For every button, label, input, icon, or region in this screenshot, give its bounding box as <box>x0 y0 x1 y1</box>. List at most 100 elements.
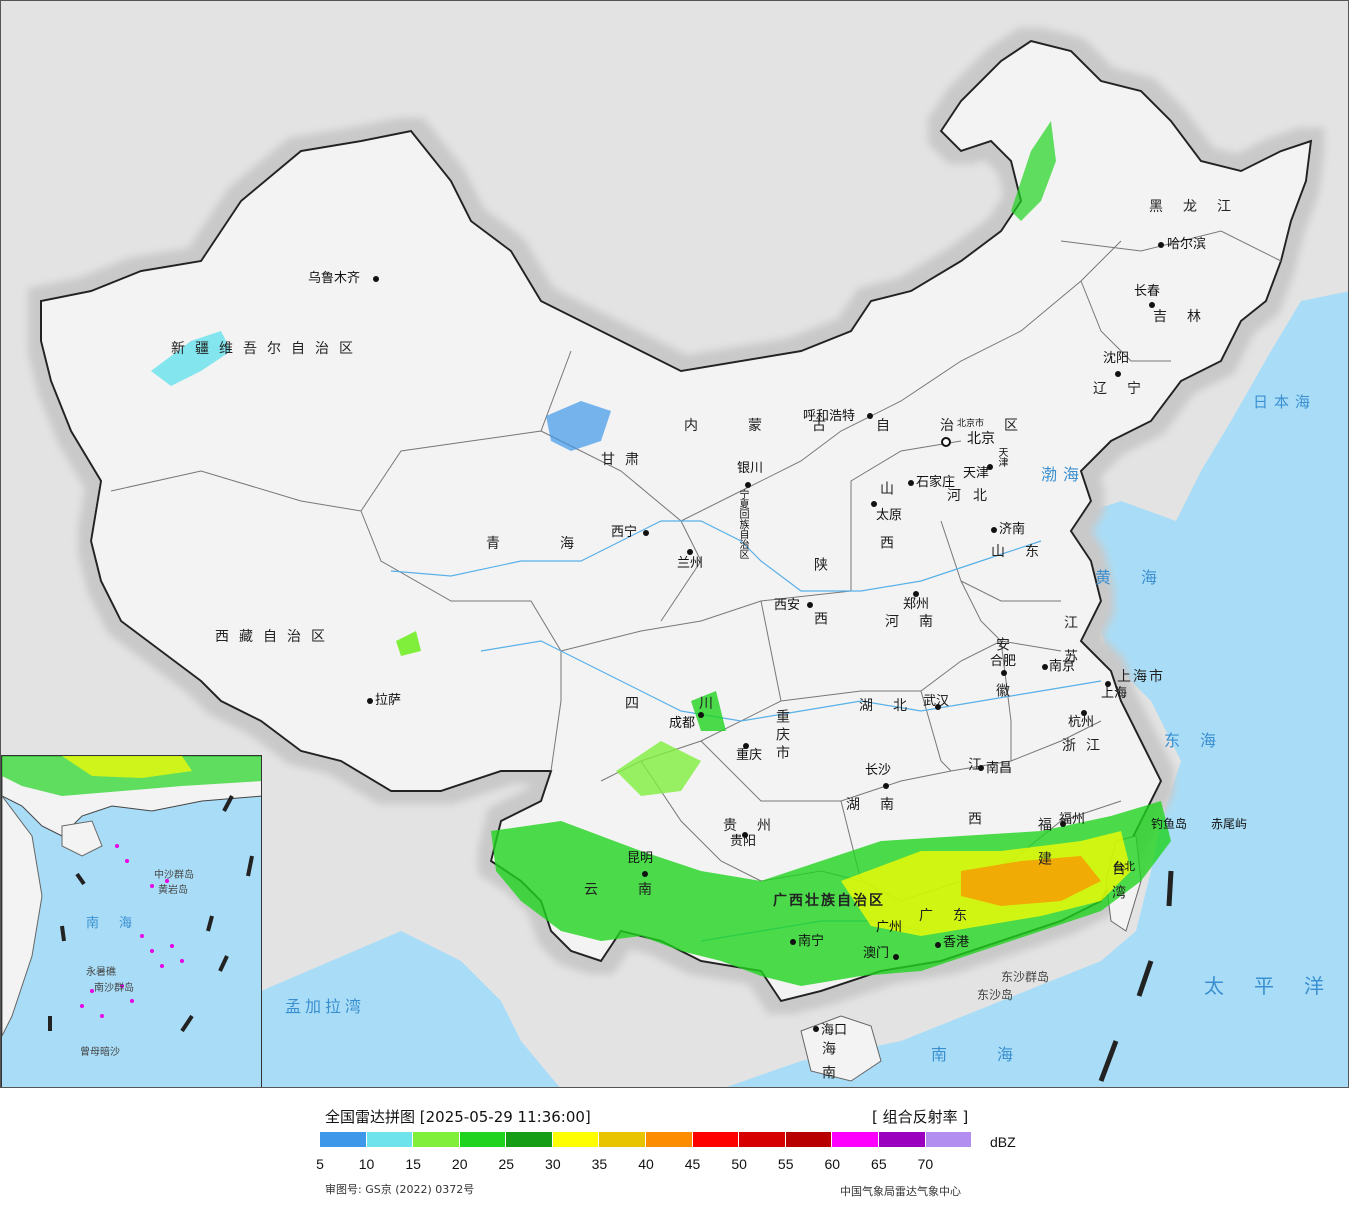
color-scale-tick-label: 30 <box>545 1156 561 1172</box>
sea-label-sea-of-japan: 日本海 <box>1253 393 1317 411</box>
province-label-taiwan: 台湾 <box>1110 861 1126 909</box>
province-label-shanxi: 山西 <box>878 481 894 589</box>
color-scale-tick-label: 25 <box>498 1156 515 1172</box>
legend-unit: dBZ <box>990 1134 1016 1150</box>
province-label-hainan: 海南 <box>820 1041 836 1088</box>
sea-label-south-china-sea: 南海 <box>931 1045 1064 1064</box>
echo-sichuan <box>616 741 701 796</box>
color-scale-tick-label: 10 <box>358 1156 375 1172</box>
province-label-jilin: 吉林 <box>1153 309 1221 325</box>
sea-label-pacific: 太平洋 <box>1204 974 1349 998</box>
agency-credit: 中国气象局雷达气象中心 <box>840 1185 961 1198</box>
city-label-nanning: 南宁 <box>798 934 825 949</box>
color-scale-cell <box>320 1132 367 1147</box>
legend-title: 全国雷达拼图 [2025-05-29 11:36:00] <box>325 1108 591 1126</box>
province-label-qinghai: 青海 <box>486 536 634 552</box>
inset-label-south-sea: 南海 <box>86 916 153 931</box>
island-label-diaoyu: 钓鱼岛 <box>1151 817 1188 831</box>
city-label-chengdu: 成都 <box>669 716 696 731</box>
city-label-lanzhou: 兰州 <box>677 556 704 571</box>
province-label-chongqing: 重庆市 <box>774 709 790 763</box>
city-dot <box>1158 242 1164 248</box>
legend-product-type: [ 组合反射率 ] <box>872 1108 969 1126</box>
city-dot <box>367 698 373 704</box>
city-label-yinchuan: 银川 <box>737 461 764 476</box>
city-dot <box>373 276 379 282</box>
radar-echoes <box>151 121 1171 986</box>
city-dot <box>991 527 997 533</box>
city-label-shijiazhuang: 石家庄 <box>916 475 956 490</box>
city-label-chongqing: 重庆 <box>736 748 763 763</box>
city-dot <box>867 413 873 419</box>
city-dot <box>883 783 889 789</box>
color-scale-tick-label: 15 <box>405 1156 421 1172</box>
color-scale-tick-label: 70 <box>917 1156 934 1172</box>
city-label-shenyang: 沈阳 <box>1103 351 1130 366</box>
city-dot <box>913 591 919 597</box>
city-label-hefei: 合肥 <box>990 654 1017 669</box>
city-dot <box>1149 302 1155 308</box>
province-label-zhejiang: 浙江 <box>1062 738 1110 754</box>
city-label-beijing: 北京 <box>967 431 995 447</box>
city-label-xian: 西安 <box>774 598 801 613</box>
city-dot <box>790 939 796 945</box>
province-label-jiangsu: 江苏 <box>1062 615 1078 683</box>
province-label-shanghai: 上海市 <box>1117 669 1165 685</box>
city-dot <box>813 1026 819 1032</box>
inset-label-yongshu: 永暑礁 <box>86 967 116 978</box>
boundary-dashes <box>1098 870 1174 1082</box>
province-label-shandong: 山东 <box>991 544 1059 560</box>
echo-xinjiang <box>151 331 231 386</box>
color-scale-tick-label: 60 <box>824 1156 841 1172</box>
city-label-changchun: 长春 <box>1134 284 1161 299</box>
color-scale-cell <box>785 1132 833 1147</box>
city-dot <box>1081 710 1087 716</box>
city-label-hangzhou: 杭州 <box>1068 715 1095 730</box>
province-label-sichuan: 四川 <box>625 696 773 712</box>
city-label-nanchang: 南昌 <box>986 761 1013 776</box>
province-label-liaoning: 辽宁 <box>1093 381 1161 397</box>
province-label-henan: 河南 <box>885 614 953 630</box>
inset-label-nansha: 南沙群岛 <box>94 983 134 994</box>
ocean <box>726 291 1348 1087</box>
province-label-neimenggu: 内蒙古自治区 <box>684 418 1068 434</box>
sea-label-bay-of-bengal: 孟加拉湾 <box>285 997 366 1016</box>
city-label-fuzhou: 福州 <box>1059 812 1086 827</box>
echo-chengdu <box>691 691 726 731</box>
capital-icon <box>941 437 951 447</box>
city-label-shanghai: 上海 <box>1101 686 1128 701</box>
city-dot <box>1115 371 1121 377</box>
color-scale-cell <box>552 1132 600 1147</box>
color-scale-tick-label: 50 <box>731 1156 747 1172</box>
city-label-harbin: 哈尔滨 <box>1167 237 1207 252</box>
province-label-hubei: 湖北 <box>859 698 927 714</box>
city-dot <box>642 871 648 877</box>
color-scale-cell <box>692 1132 740 1147</box>
province-label-guizhou: 贵州 <box>723 818 791 834</box>
echo-south-china <box>491 801 1171 986</box>
radar-map: 新疆维吾尔自治区 西藏自治区 青海 甘肃 内蒙古自治区 黑龙江 吉林 辽宁 河北… <box>0 0 1349 1088</box>
province-label-guangdong: 广东 <box>919 908 987 924</box>
city-label-macao: 澳门 <box>863 946 890 961</box>
island-label-dongsha-dao: 东沙岛 <box>977 988 1014 1002</box>
city-label-hohhot: 呼和浩特 <box>803 409 856 424</box>
echo-south-china-peak <box>961 856 1101 906</box>
city-dot <box>871 501 877 507</box>
province-label-shaanxi: 陕西 <box>812 557 828 665</box>
color-scale-tick-label: 35 <box>591 1156 608 1172</box>
inset-label-zengmu: 曾母暗沙 <box>80 1047 120 1058</box>
color-scale-tick-label: 40 <box>638 1156 654 1172</box>
legend-panel <box>0 1088 1349 1208</box>
city-label-zhengzhou: 郑州 <box>903 597 930 612</box>
province-label-beijing: 北京市 <box>957 419 985 429</box>
province-label-anhui: 安徽 <box>994 637 1010 729</box>
city-label-urumqi: 乌鲁木齐 <box>308 271 361 286</box>
city-dot <box>687 549 693 555</box>
color-scale-tick-label: 55 <box>777 1156 794 1172</box>
province-label-xinjiang: 新疆维吾尔自治区 <box>171 341 363 357</box>
sea-label-bohai: 渤海 <box>1041 465 1086 484</box>
city-dot <box>643 530 649 536</box>
echo-gansu <box>546 401 611 451</box>
province-label-xizang: 西藏自治区 <box>215 629 335 645</box>
city-label-hongkong: 香港 <box>943 935 970 950</box>
